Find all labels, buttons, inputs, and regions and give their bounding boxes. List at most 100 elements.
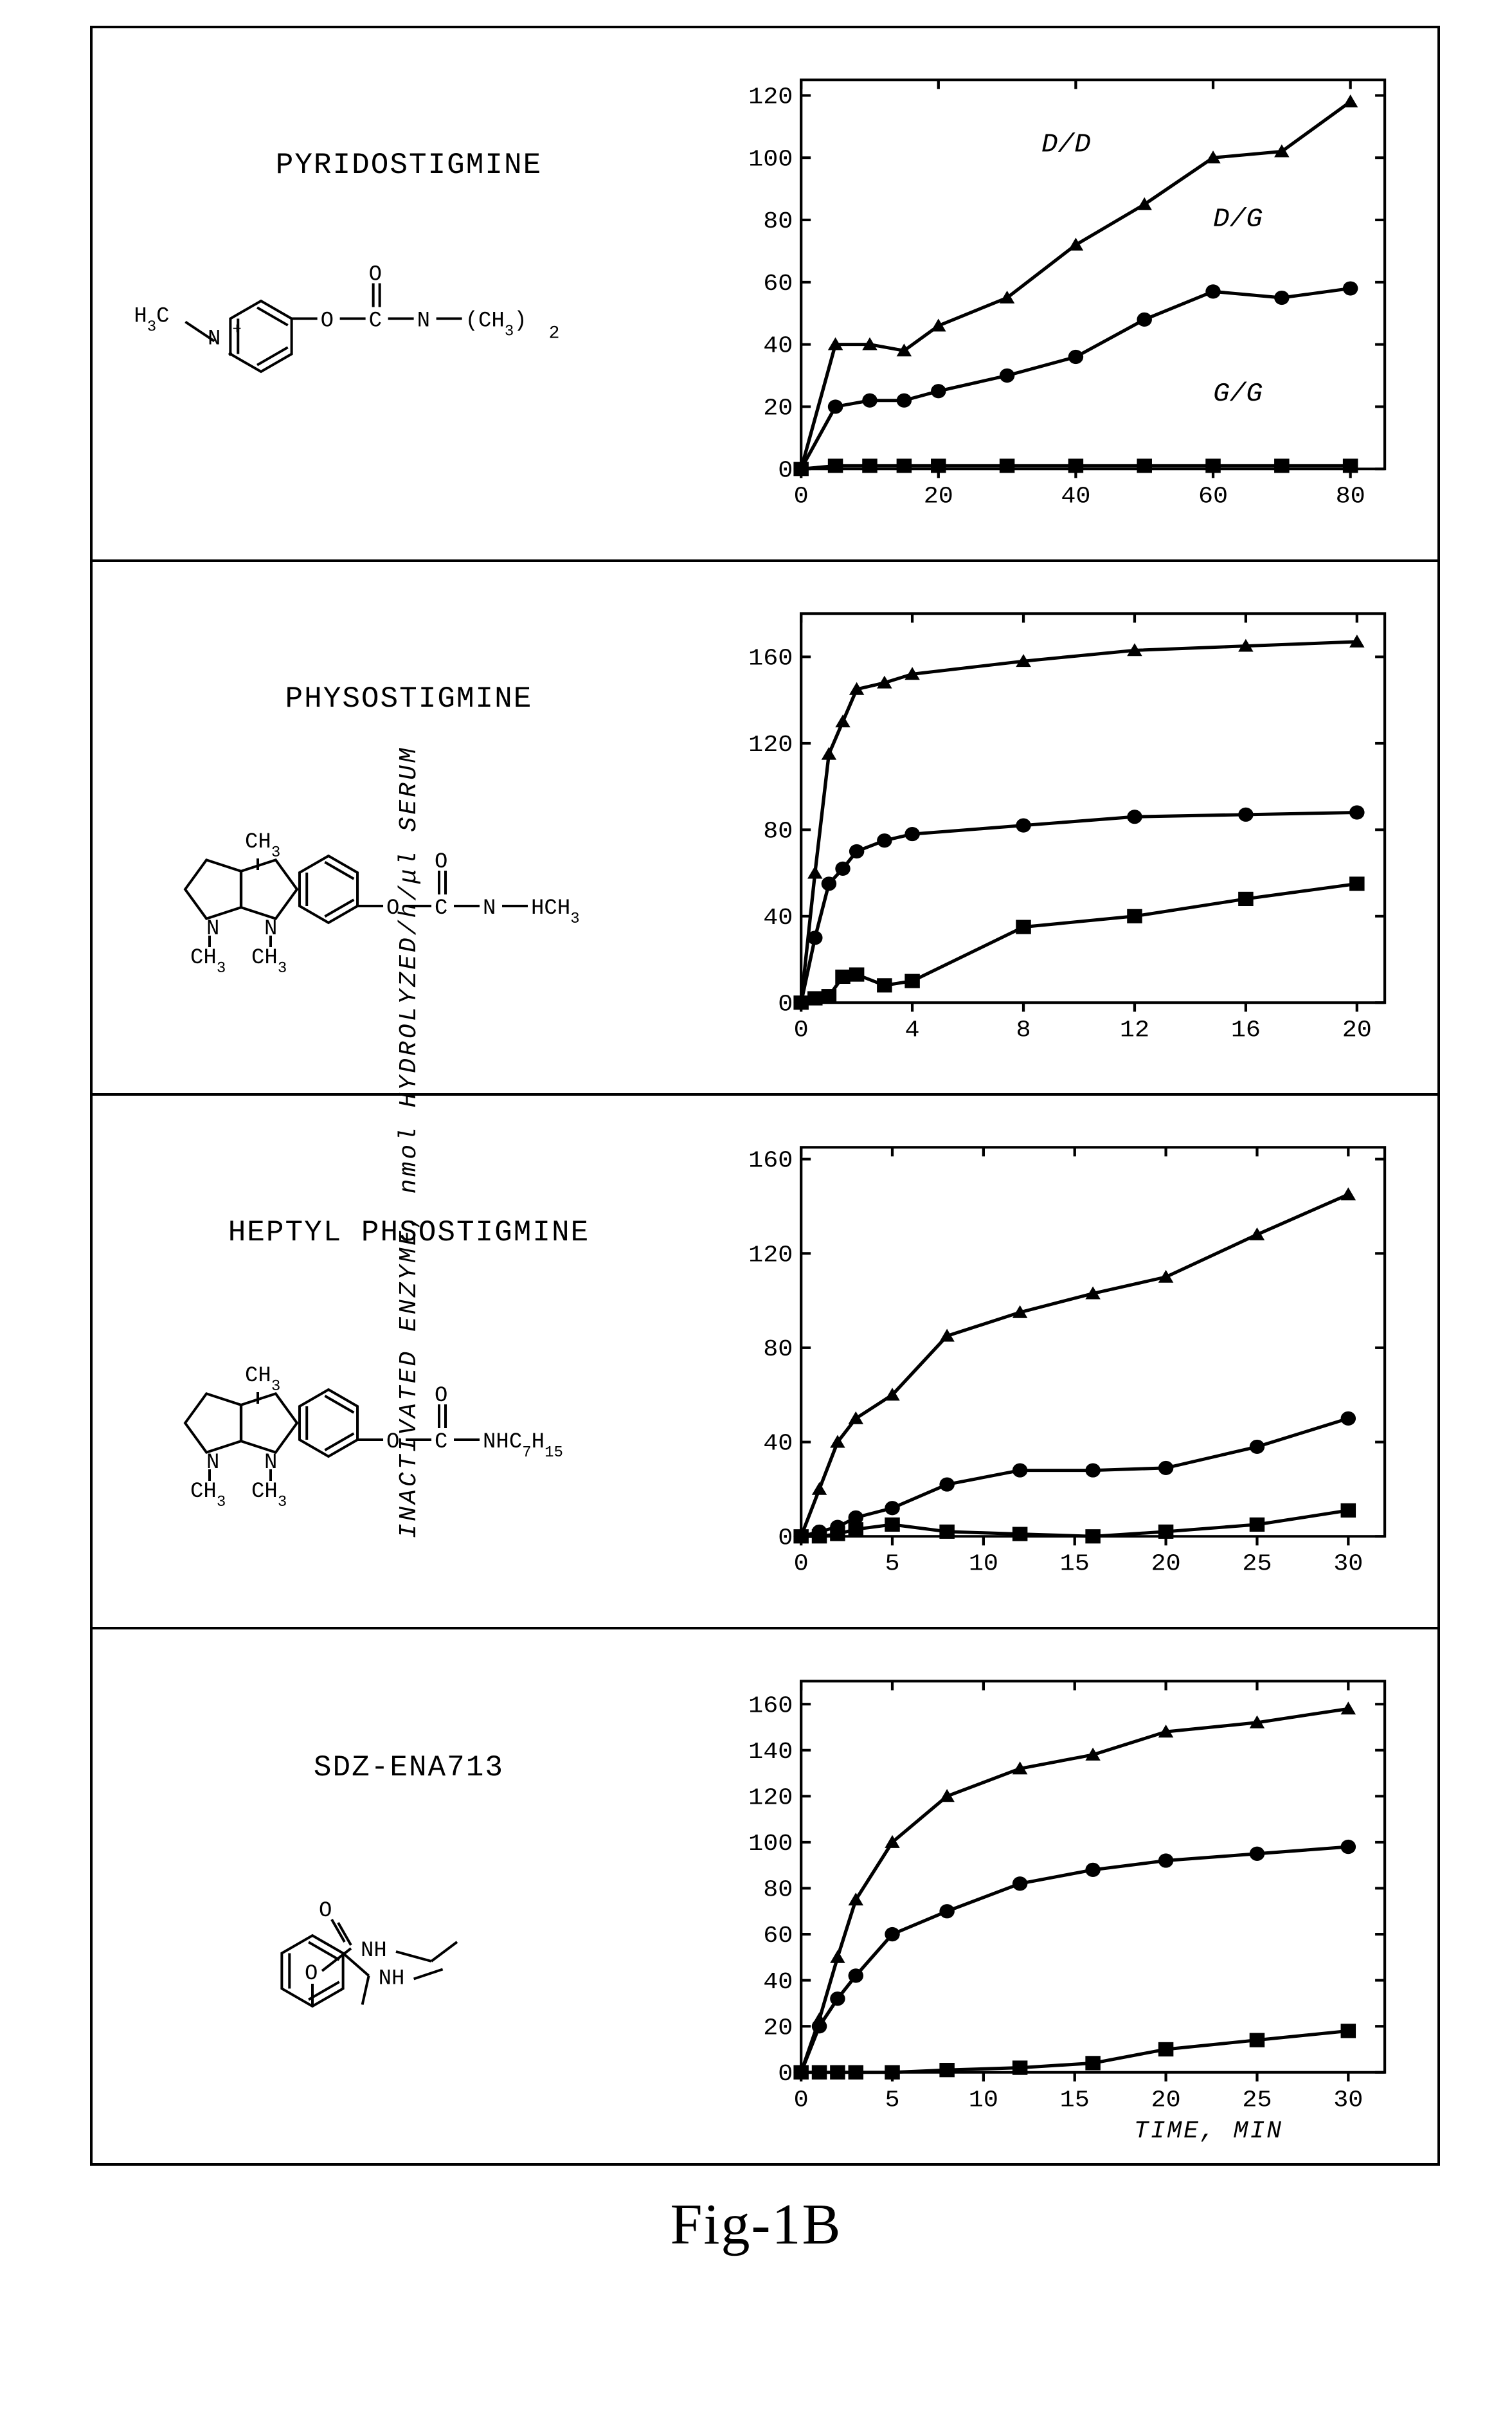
svg-text:80: 80 [763, 209, 793, 235]
svg-text:40: 40 [763, 334, 793, 360]
svg-text:CH3: CH3 [190, 946, 226, 977]
svg-text:15: 15 [1060, 1552, 1090, 1578]
svg-text:30: 30 [1333, 2087, 1363, 2114]
svg-text:20: 20 [763, 2015, 793, 2042]
svg-text:(CH3): (CH3) [465, 309, 527, 341]
chemical-structure: OONHNH [112, 1823, 706, 2042]
svg-text:80: 80 [763, 819, 793, 845]
panel: HEPTYL PHSOSTIGMINE NNCH3CH3CH3OCONHC7H1… [93, 1096, 1437, 1629]
svg-text:60: 60 [763, 271, 793, 298]
svg-text:0: 0 [778, 458, 793, 484]
compound-name: PHYSOSTIGMINE [285, 682, 533, 716]
svg-text:C: C [369, 309, 382, 334]
svg-text:CH3: CH3 [190, 1480, 226, 1511]
svg-text:CH3: CH3 [245, 830, 280, 862]
panel-left: PYRIDOSTIGMINE N+H3COCON(CH3)2 [105, 41, 712, 547]
svg-text:G/G: G/G [1213, 379, 1263, 409]
svg-text:0: 0 [794, 484, 809, 511]
figure-container: INACTIVATED ENZYME, nmol HYDROLYZED/h/μl… [26, 26, 1486, 2258]
svg-text:0: 0 [778, 2062, 793, 2088]
svg-text:10: 10 [969, 1552, 998, 1578]
svg-text:20: 20 [1151, 1552, 1180, 1578]
svg-text:NH: NH [379, 1967, 405, 1991]
svg-text:CH3: CH3 [245, 1364, 280, 1395]
svg-text:25: 25 [1242, 1552, 1272, 1578]
svg-text:15: 15 [1060, 2087, 1090, 2114]
svg-text:N: N [483, 896, 496, 921]
panel-chart: 05101520253004080120160 [712, 1109, 1425, 1614]
svg-text:100: 100 [748, 147, 793, 173]
svg-text:10: 10 [969, 2087, 998, 2114]
svg-text:120: 120 [748, 732, 793, 759]
panel-chart: 051015202530020406080100120140160 TIME, … [712, 1642, 1425, 2150]
svg-text:60: 60 [763, 1923, 793, 1950]
svg-text:CH3: CH3 [251, 946, 287, 977]
chemical-structure: NNCH3CH3CH3OCONHCH3 [112, 754, 706, 973]
panel-left: SDZ-ENA713 OONHNH [105, 1642, 712, 2150]
svg-text:O: O [435, 850, 447, 875]
svg-text:O: O [319, 1899, 332, 1923]
svg-text:O: O [386, 896, 399, 921]
svg-text:120: 120 [748, 1785, 793, 1811]
svg-text:25: 25 [1242, 2087, 1272, 2114]
panel: PYRIDOSTIGMINE N+H3COCON(CH3)2 020406080… [93, 28, 1437, 562]
figure-caption: Fig-1B [26, 2191, 1486, 2258]
panels-box: PYRIDOSTIGMINE N+H3COCON(CH3)2 020406080… [90, 26, 1440, 2166]
compound-name: SDZ-ENA713 [314, 1751, 504, 1784]
svg-text:O: O [386, 1430, 399, 1455]
panel-chart: 0 20 40 60 80 0 20 40 60 80 100 120 D/D D/G G/G [712, 41, 1425, 547]
svg-text:D/D: D/D [1041, 131, 1091, 160]
svg-text:30: 30 [1333, 1552, 1363, 1578]
svg-text:160: 160 [748, 1693, 793, 1719]
svg-text:16: 16 [1231, 1018, 1261, 1044]
svg-text:140: 140 [748, 1739, 793, 1766]
svg-text:120: 120 [748, 84, 793, 111]
svg-text:4: 4 [905, 1018, 919, 1044]
svg-text:160: 160 [748, 1148, 793, 1175]
svg-text:40: 40 [763, 905, 793, 932]
svg-text:0: 0 [778, 992, 793, 1018]
panel: PHYSOSTIGMINE NNCH3CH3CH3OCONHCH3 048121… [93, 562, 1437, 1096]
svg-text:NHC7H15: NHC7H15 [483, 1430, 563, 1462]
svg-text:D/G: D/G [1213, 205, 1263, 235]
svg-text:80: 80 [1335, 484, 1365, 511]
compound-name: HEPTYL PHSOSTIGMINE [228, 1216, 590, 1249]
svg-text:C: C [435, 896, 447, 921]
svg-text:O: O [321, 309, 334, 334]
svg-text:5: 5 [885, 1552, 899, 1578]
svg-text:5: 5 [885, 2087, 899, 2114]
svg-text:80: 80 [763, 1877, 793, 1903]
svg-text:CH3: CH3 [251, 1480, 287, 1511]
x-axis-label: TIME, MIN [1134, 2117, 1283, 2145]
svg-text:HCH3: HCH3 [531, 896, 580, 928]
svg-text:NH: NH [361, 1939, 387, 1963]
svg-text:0: 0 [794, 2087, 809, 2114]
svg-text:20: 20 [924, 484, 953, 511]
panel-left: PHYSOSTIGMINE NNCH3CH3CH3OCONHCH3 [105, 575, 712, 1080]
panel: SDZ-ENA713 OONHNH 0510152025300204060801… [93, 1629, 1437, 2163]
compound-name: PYRIDOSTIGMINE [276, 149, 542, 182]
svg-text:80: 80 [763, 1337, 793, 1363]
svg-text:C: C [435, 1430, 447, 1455]
svg-text:12: 12 [1120, 1018, 1149, 1044]
svg-text:0: 0 [794, 1552, 809, 1578]
svg-text:8: 8 [1016, 1018, 1030, 1044]
svg-text:40: 40 [763, 1431, 793, 1458]
svg-text:60: 60 [1198, 484, 1228, 511]
svg-text:O: O [435, 1384, 447, 1408]
svg-text:H3C: H3C [134, 305, 169, 336]
svg-text:20: 20 [1151, 2087, 1180, 2114]
chemical-structure: NNCH3CH3CH3OCONHC7H15 [112, 1288, 706, 1507]
svg-text:40: 40 [1061, 484, 1090, 511]
svg-text:0: 0 [794, 1018, 809, 1044]
svg-text:20: 20 [763, 395, 793, 422]
svg-text:O: O [369, 263, 382, 287]
svg-text:160: 160 [748, 646, 793, 672]
svg-text:0: 0 [778, 1525, 793, 1552]
svg-text:N: N [417, 309, 430, 334]
panel-left: HEPTYL PHSOSTIGMINE NNCH3CH3CH3OCONHC7H1… [105, 1109, 712, 1614]
svg-text:2: 2 [549, 324, 560, 344]
svg-text:40: 40 [763, 1970, 793, 1996]
panel-chart: 04812162004080120160 [712, 575, 1425, 1080]
chemical-structure: N+H3COCON(CH3)2 [112, 221, 706, 439]
